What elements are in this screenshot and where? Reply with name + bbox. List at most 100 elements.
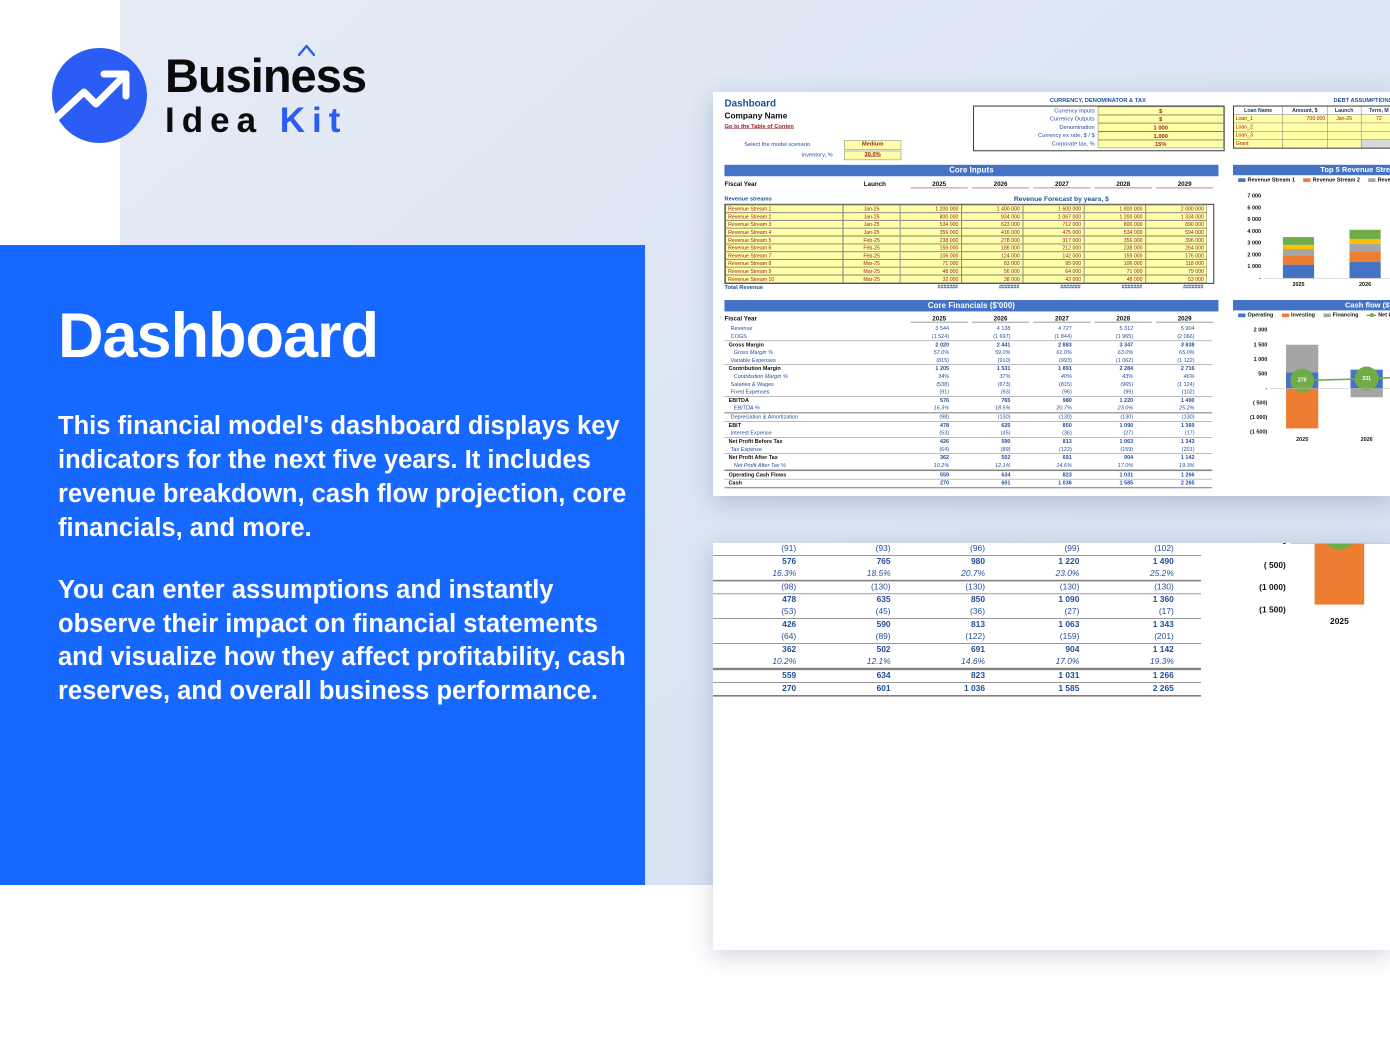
revenue-stream-value[interactable]: 142 000 xyxy=(1022,251,1085,260)
revenue-stream-value[interactable]: 159 000 xyxy=(900,243,962,252)
revenue-stream-launch[interactable]: Mar-25 xyxy=(843,259,901,268)
revenue-stream-name[interactable]: Revenue Stream 1 xyxy=(725,204,843,213)
revenue-stream-value[interactable]: 800 000 xyxy=(1084,220,1146,229)
core-financials-row-label: Cash xyxy=(728,479,742,487)
revenue-stream-value[interactable]: 238 000 xyxy=(1084,243,1146,252)
revenue-stream-value[interactable]: 79 000 xyxy=(1145,267,1207,276)
revenue-stream-value[interactable]: 106 000 xyxy=(900,251,962,260)
debt-cell[interactable] xyxy=(1326,122,1362,132)
revenue-stream-value[interactable]: 56 000 xyxy=(961,267,1023,276)
debt-cell[interactable]: Grant xyxy=(1233,139,1283,149)
revenue-stream-name[interactable]: Revenue Stream 6 xyxy=(725,243,843,252)
dashboard-screenshot-top[interactable]: Dashboard Company Name Go to the Table of … xyxy=(713,92,1390,496)
revenue-stream-value[interactable]: 1 600 000 xyxy=(1022,204,1085,213)
core-financials-cell: 502 xyxy=(1001,454,1011,461)
debt-cell[interactable]: Loan_1 xyxy=(1233,114,1283,124)
debt-cell[interactable] xyxy=(1282,122,1328,132)
revenue-stream-value[interactable]: 64 000 xyxy=(1022,267,1085,276)
revenue-stream-value[interactable]: 1 800 000 xyxy=(1084,204,1146,213)
debt-cell[interactable] xyxy=(1282,130,1328,140)
revenue-stream-launch[interactable]: Jan-25 xyxy=(843,204,901,213)
revenue-stream-value[interactable]: 186 000 xyxy=(961,243,1023,252)
revenue-stream-value[interactable]: 1 200 000 xyxy=(900,204,962,213)
revenue-stream-launch[interactable]: Jan-25 xyxy=(843,212,901,221)
currency-row-value[interactable]: $ xyxy=(1097,106,1224,115)
currency-row-value[interactable]: 1 000 xyxy=(1097,123,1224,132)
debt-cell[interactable]: Loan_2 xyxy=(1233,122,1283,132)
debt-cell[interactable]: Jan-25 xyxy=(1326,114,1362,124)
revenue-stream-value[interactable]: 124 000 xyxy=(961,251,1023,260)
revenue-stream-launch[interactable]: Jan-25 xyxy=(843,220,901,229)
debt-cell[interactable] xyxy=(1360,130,1390,140)
revenue-stream-launch[interactable]: Mar-25 xyxy=(843,275,901,283)
revenue-stream-value[interactable]: 95 000 xyxy=(1022,259,1085,268)
revenue-stream-value[interactable]: 106 000 xyxy=(1084,259,1146,268)
revenue-stream-name[interactable]: Revenue Stream 4 xyxy=(725,228,843,237)
revenue-stream-name[interactable]: Revenue Stream 10 xyxy=(725,275,843,283)
revenue-stream-value[interactable]: 416 000 xyxy=(961,228,1023,237)
debt-cell[interactable]: Loan_3 xyxy=(1233,130,1283,140)
debt-cell[interactable]: 72 xyxy=(1360,114,1390,124)
debt-cell[interactable] xyxy=(1360,122,1390,132)
revenue-stream-value[interactable]: 43 000 xyxy=(1022,275,1085,283)
revenue-stream-launch[interactable]: Jan-25 xyxy=(843,228,901,237)
revenue-stream-value[interactable]: 212 000 xyxy=(1022,243,1085,252)
revenue-stream-value[interactable]: 83 000 xyxy=(961,259,1023,268)
revenue-stream-value[interactable]: 71 000 xyxy=(1084,267,1146,276)
revenue-stream-value[interactable]: 594 000 xyxy=(1145,228,1207,237)
core-financials-cell: 270 xyxy=(782,683,797,694)
revenue-stream-value[interactable]: 53 000 xyxy=(1145,275,1207,283)
revenue-stream-value[interactable]: 800 000 xyxy=(900,212,962,221)
scenario-select[interactable]: Medium xyxy=(844,140,902,150)
revenue-stream-value[interactable]: 396 000 xyxy=(1145,236,1207,244)
revenue-stream-value[interactable]: 238 000 xyxy=(900,236,962,244)
revenue-stream-value[interactable]: 71 000 xyxy=(900,259,962,268)
revenue-stream-name[interactable]: Revenue Stream 8 xyxy=(725,259,843,268)
revenue-stream-value[interactable]: 1 334 000 xyxy=(1145,212,1207,221)
debt-cell[interactable] xyxy=(1282,139,1328,149)
revenue-stream-value[interactable]: 264 000 xyxy=(1145,243,1207,252)
debt-cell[interactable] xyxy=(1326,130,1362,140)
revenue-stream-name[interactable]: Revenue Stream 7 xyxy=(725,251,843,260)
revenue-stream-name[interactable]: Revenue Stream 2 xyxy=(725,212,843,221)
debt-cell[interactable] xyxy=(1360,139,1390,149)
debt-cell[interactable] xyxy=(1326,139,1362,149)
revenue-stream-value[interactable]: 712 000 xyxy=(1022,220,1085,229)
revenue-stream-value[interactable]: 475 000 xyxy=(1022,228,1085,237)
currency-row-value[interactable]: $ xyxy=(1097,114,1224,124)
inventory-input[interactable]: 30.0% xyxy=(844,150,902,161)
revenue-stream-value[interactable]: 38 000 xyxy=(961,275,1023,283)
y-axis-tick: - xyxy=(1259,275,1262,282)
revenue-stream-value[interactable]: 317 000 xyxy=(1022,236,1085,244)
revenue-stream-launch[interactable]: Feb-25 xyxy=(843,251,901,260)
revenue-stream-value[interactable]: 1 200 000 xyxy=(1084,212,1146,221)
revenue-stream-name[interactable]: Revenue Stream 5 xyxy=(725,236,843,244)
revenue-stream-value[interactable]: 278 000 xyxy=(961,236,1023,244)
revenue-stream-launch[interactable]: Feb-25 xyxy=(843,236,901,244)
revenue-stream-launch[interactable]: Mar-25 xyxy=(843,267,901,276)
table-of-contents-link[interactable]: Go to the Table of Conten xyxy=(724,123,794,130)
revenue-stream-value[interactable]: 48 000 xyxy=(1084,275,1146,283)
revenue-stream-value[interactable]: 1 067 000 xyxy=(1022,212,1085,221)
revenue-stream-value[interactable]: 623 000 xyxy=(961,220,1023,229)
currency-row-value[interactable]: 1.000 xyxy=(1097,131,1224,140)
revenue-stream-value[interactable]: 356 000 xyxy=(1084,236,1146,244)
currency-row-value[interactable]: 15% xyxy=(1097,139,1224,149)
revenue-stream-value[interactable]: 890 000 xyxy=(1145,220,1207,229)
revenue-stream-value[interactable]: 356 000 xyxy=(900,228,962,237)
revenue-stream-value[interactable]: 176 000 xyxy=(1145,251,1207,260)
revenue-stream-value[interactable]: 48 000 xyxy=(900,267,962,276)
revenue-stream-value[interactable]: 2 000 000 xyxy=(1145,204,1207,213)
revenue-stream-launch[interactable]: Feb-25 xyxy=(843,243,901,252)
revenue-stream-value[interactable]: 32 000 xyxy=(900,275,962,283)
revenue-stream-name[interactable]: Revenue Stream 3 xyxy=(725,220,843,229)
revenue-stream-value[interactable]: 534 000 xyxy=(1084,228,1146,237)
revenue-stream-value[interactable]: 159 000 xyxy=(1084,251,1146,260)
revenue-stream-value[interactable]: 934 000 xyxy=(961,212,1023,221)
revenue-stream-value[interactable]: 1 400 000 xyxy=(961,204,1023,213)
revenue-stream-name[interactable]: Revenue Stream 9 xyxy=(725,267,843,276)
revenue-stream-value[interactable]: 534 000 xyxy=(900,220,962,229)
revenue-stream-value[interactable]: 118 000 xyxy=(1145,259,1207,268)
debt-cell[interactable]: 700 000 xyxy=(1282,114,1328,124)
